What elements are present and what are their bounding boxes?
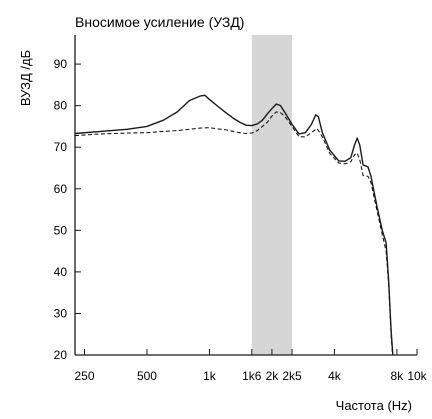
series-line-dashed [74,111,394,356]
x-tick-label: 1k [203,369,217,383]
y-tick-label: 80 [54,99,68,113]
series-line-solid [74,94,394,356]
x-tick-label: 8k [391,369,405,383]
x-tick-label: 2k5 [282,369,302,383]
y-axis-label: ВУЗД /дБ [18,50,33,106]
x-tick-label: 250 [74,369,94,383]
x-tick-label: 4k [328,369,342,383]
y-tick-label: 50 [54,223,68,237]
y-tick-label: 20 [54,348,68,362]
y-tick-label: 40 [54,265,68,279]
y-tick-label: 90 [54,57,68,71]
highlight-band [251,35,293,355]
chart-title: Вносимое усиление (УЗД) [75,14,244,30]
y-tick-label: 30 [54,306,68,320]
y-tick-label: 60 [54,182,68,196]
x-axis-label: Частота (Hz) [336,398,412,413]
x-tick-label: 10k [407,369,427,383]
x-tick-label: 1k6 [242,369,262,383]
y-tick-label: 70 [54,140,68,154]
x-tick-label: 500 [137,369,157,383]
x-tick-label: 2k [266,369,280,383]
